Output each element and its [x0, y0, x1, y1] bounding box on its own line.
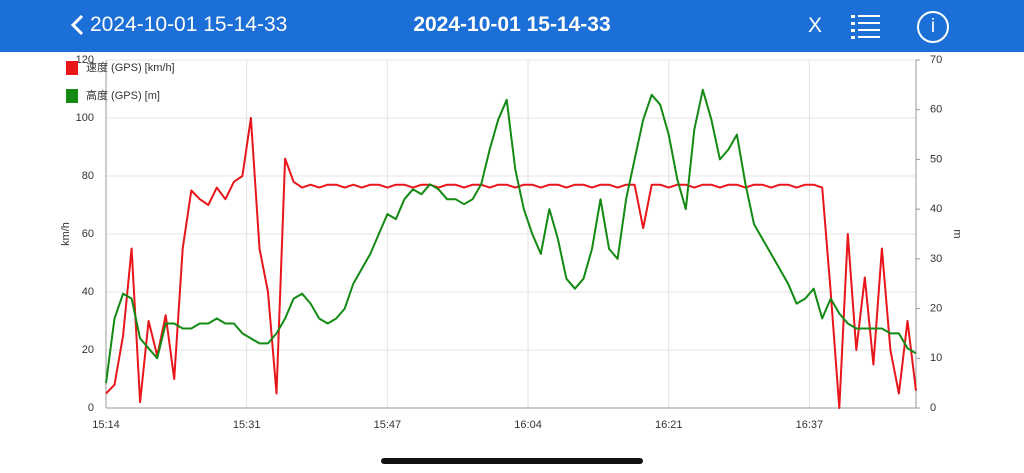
legend-label: 速度 (GPS) [km/h]: [86, 60, 175, 74]
y-tick-label: 60: [82, 228, 94, 240]
y-tick-label: 20: [82, 344, 94, 356]
legend-swatch: [66, 61, 78, 75]
home-indicator: [381, 458, 643, 464]
x-tick-label: 15:14: [92, 419, 120, 431]
y2-tick-label: 60: [930, 104, 942, 116]
x-tick-label: 16:37: [796, 419, 824, 431]
y2-tick-label: 10: [930, 352, 942, 364]
y-tick-label: 0: [88, 402, 94, 414]
back-icon: [70, 14, 84, 36]
y-tick-label: 100: [76, 112, 94, 124]
legend-label: 高度 (GPS) [m]: [86, 88, 160, 102]
list-button[interactable]: [850, 12, 882, 40]
y2-tick-label: 20: [930, 302, 942, 314]
y-tick-label: 80: [82, 170, 94, 182]
y2-axis-title: m: [951, 229, 963, 238]
y2-tick-label: 40: [930, 203, 942, 215]
back-label: 2024-10-01 15-14-33: [90, 13, 288, 36]
y-axis-title: km/h: [60, 222, 72, 246]
y2-tick-label: 0: [930, 402, 936, 414]
x-tick-label: 16:04: [514, 419, 542, 431]
back-button[interactable]: 2024-10-01 15-14-33: [68, 13, 287, 37]
y2-tick-label: 30: [930, 253, 942, 265]
y-tick-label: 40: [82, 286, 94, 298]
y2-tick-label: 70: [930, 54, 942, 66]
info-button[interactable]: i: [917, 11, 949, 43]
chart: 0 20 40 60 80 100 120 0 10 20 30 40 50 60 70 15:14 15:31…: [60, 54, 963, 431]
series-line: [105, 88, 917, 384]
x-tick-label: 15:47: [374, 419, 402, 431]
close-button[interactable]: X: [808, 14, 823, 37]
x-tick-label: 16:21: [655, 419, 683, 431]
y2-tick-label: 50: [930, 153, 942, 165]
series-line: [105, 117, 917, 409]
app-header: 2024-10-01 15-14-33 2024-10-01 15-14-33 …: [0, 0, 1024, 52]
x-tick-label: 15:31: [233, 419, 261, 431]
legend-swatch: [66, 89, 78, 103]
y-tick-label: 120: [76, 54, 94, 66]
